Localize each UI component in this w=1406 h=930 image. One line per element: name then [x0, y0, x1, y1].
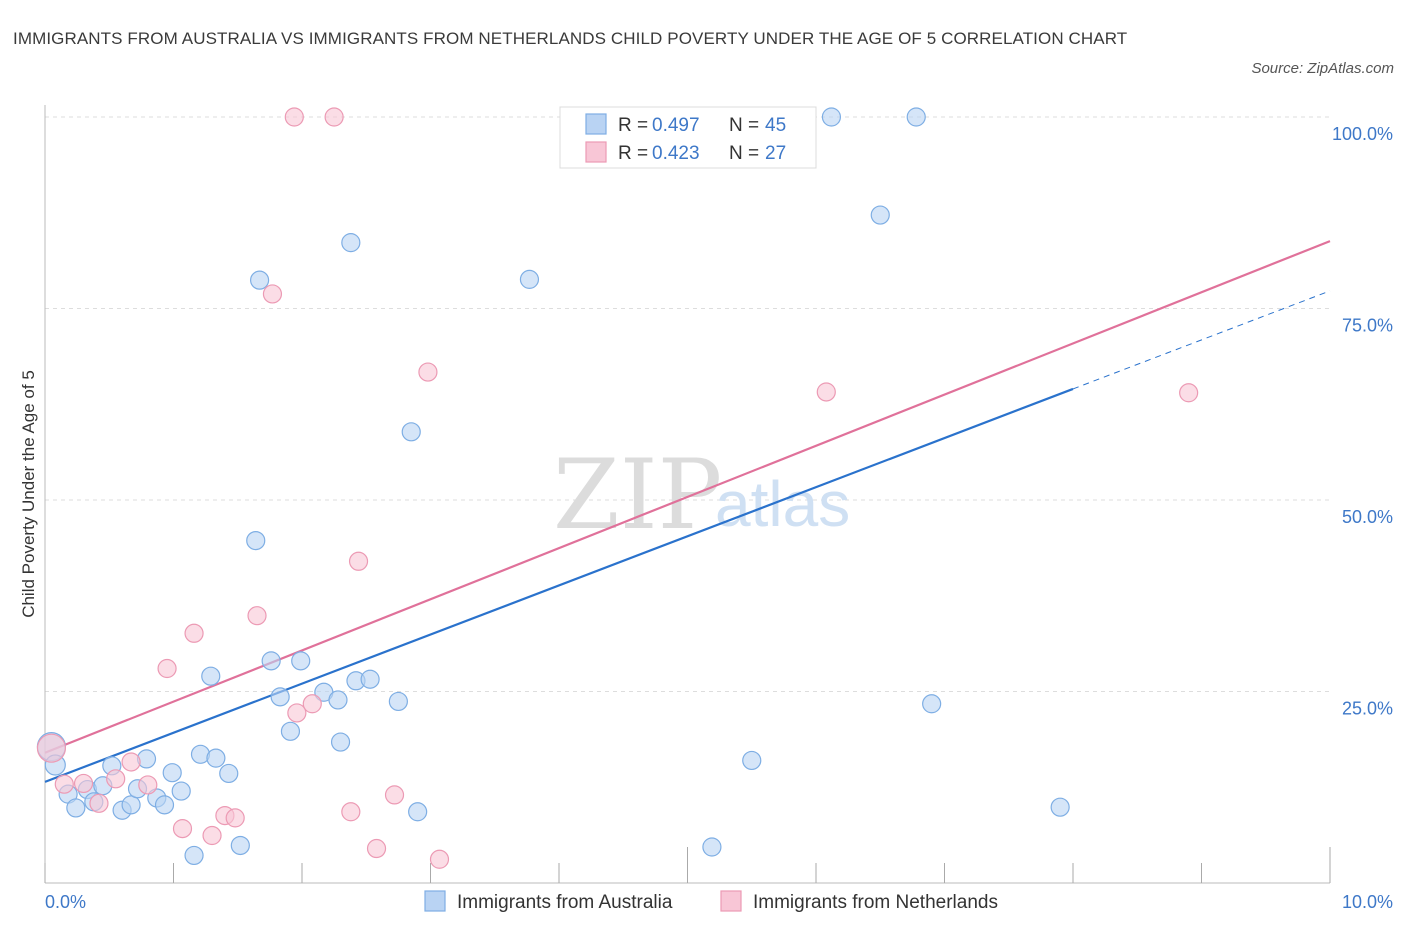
legend-n-label-australia: N = — [729, 115, 759, 136]
point-netherlands — [262, 284, 283, 304]
point-australia — [201, 666, 221, 686]
y-axis-label: Child Poverty Under the Age of 5 — [19, 370, 38, 618]
point-netherlands — [73, 773, 94, 794]
point-netherlands — [121, 752, 141, 772]
y-tick-label-75: 75.0% — [1342, 316, 1393, 336]
point-australia — [249, 270, 270, 290]
legend-box: R = 0.497 N = 45 R = 0.423 N = 27 — [559, 106, 817, 169]
x-tick-max: 10.0% — [1342, 892, 1393, 912]
point-netherlands — [418, 362, 438, 382]
trend-line-australia-extension — [1072, 290, 1331, 390]
bottom-legend-swatch-australia — [424, 890, 446, 912]
point-australia — [388, 691, 408, 712]
y-tick-label-25: 25.0% — [1342, 699, 1393, 719]
trend-line-australia — [44, 387, 1074, 783]
point-netherlands — [302, 694, 322, 714]
point-netherlands — [157, 658, 177, 679]
point-netherlands — [287, 703, 307, 723]
legend-swatch-netherlands — [585, 141, 607, 163]
legend-n-australia: 45 — [765, 115, 786, 136]
legend-n-label-netherlands: N = — [729, 143, 759, 164]
point-netherlands — [324, 107, 344, 127]
point-australia — [162, 763, 182, 783]
x-tick-min: 0.0% — [45, 892, 86, 912]
source-credit: Source: ZipAtlas.com — [1251, 60, 1394, 77]
legend-n-netherlands: 27 — [765, 143, 786, 164]
point-australia — [261, 651, 281, 671]
point-australia — [171, 781, 191, 801]
point-netherlands — [816, 382, 836, 402]
point-australia — [519, 269, 540, 289]
point-australia — [136, 749, 157, 769]
legend-swatch-australia — [585, 113, 607, 135]
point-netherlands — [172, 819, 193, 839]
point-australia — [922, 694, 942, 714]
y-tick-label-100: 100.0% — [1332, 124, 1393, 144]
point-australia — [219, 763, 239, 784]
y-tick-label-50: 50.0% — [1342, 507, 1393, 527]
legend-r-label-netherlands: R = — [618, 143, 648, 164]
point-australia — [280, 721, 301, 741]
point-netherlands — [384, 785, 405, 805]
bottom-legend-australia: Immigrants from Australia — [457, 892, 673, 913]
point-netherlands — [54, 774, 74, 794]
grid-lines — [45, 116, 1330, 692]
point-netherlands — [284, 107, 304, 127]
chart-title: IMMIGRANTS FROM AUSTRALIA VS IMMIGRANTS … — [13, 29, 1128, 48]
point-australia — [206, 748, 226, 768]
point-australia — [1050, 797, 1070, 817]
bottom-legend-netherlands: Immigrants from Netherlands — [753, 892, 998, 913]
point-netherlands — [36, 733, 67, 763]
point-australia — [870, 205, 890, 225]
point-australia — [330, 732, 351, 752]
point-australia — [328, 690, 348, 710]
point-australia — [341, 233, 361, 253]
point-australia — [184, 845, 204, 866]
point-netherlands — [138, 775, 158, 795]
point-australia — [154, 795, 175, 815]
point-australia — [408, 802, 428, 822]
point-netherlands — [89, 793, 109, 813]
point-australia — [821, 107, 842, 127]
point-netherlands — [341, 802, 361, 822]
point-netherlands — [225, 808, 245, 828]
point-australia — [401, 422, 421, 442]
watermark-zip: ZIP — [553, 439, 722, 551]
point-netherlands — [247, 606, 267, 626]
legend-r-australia: 0.497 — [652, 115, 700, 136]
point-netherlands — [202, 825, 222, 846]
point-australia — [121, 795, 141, 815]
legend-r-netherlands: 0.423 — [652, 143, 700, 164]
point-australia — [230, 835, 250, 856]
point-netherlands — [1179, 383, 1199, 403]
point-australia — [742, 750, 762, 771]
point-australia — [291, 651, 311, 671]
data-points — [36, 107, 1199, 869]
bottom-legend-swatch-netherlands — [720, 890, 742, 912]
legend-r-label-australia: R = — [618, 115, 648, 136]
point-netherlands — [429, 849, 450, 869]
point-australia — [702, 837, 722, 857]
point-netherlands — [348, 551, 369, 571]
point-netherlands — [184, 623, 204, 643]
point-australia — [360, 669, 380, 689]
y-tick-labels: 25.0% 50.0% 75.0% 100.0% — [1332, 124, 1393, 719]
point-australia — [906, 107, 926, 127]
point-netherlands — [106, 769, 126, 789]
point-australia — [270, 687, 290, 707]
trend-line-netherlands — [44, 240, 1331, 754]
trend-lines — [44, 240, 1331, 783]
watermark: ZIP atlas — [553, 439, 850, 551]
point-netherlands — [366, 838, 387, 859]
point-australia — [246, 530, 266, 551]
watermark-atlas: atlas — [715, 468, 850, 540]
bottom-legend: Immigrants from Australia Immigrants fro… — [424, 890, 998, 913]
point-australia — [66, 798, 86, 818]
